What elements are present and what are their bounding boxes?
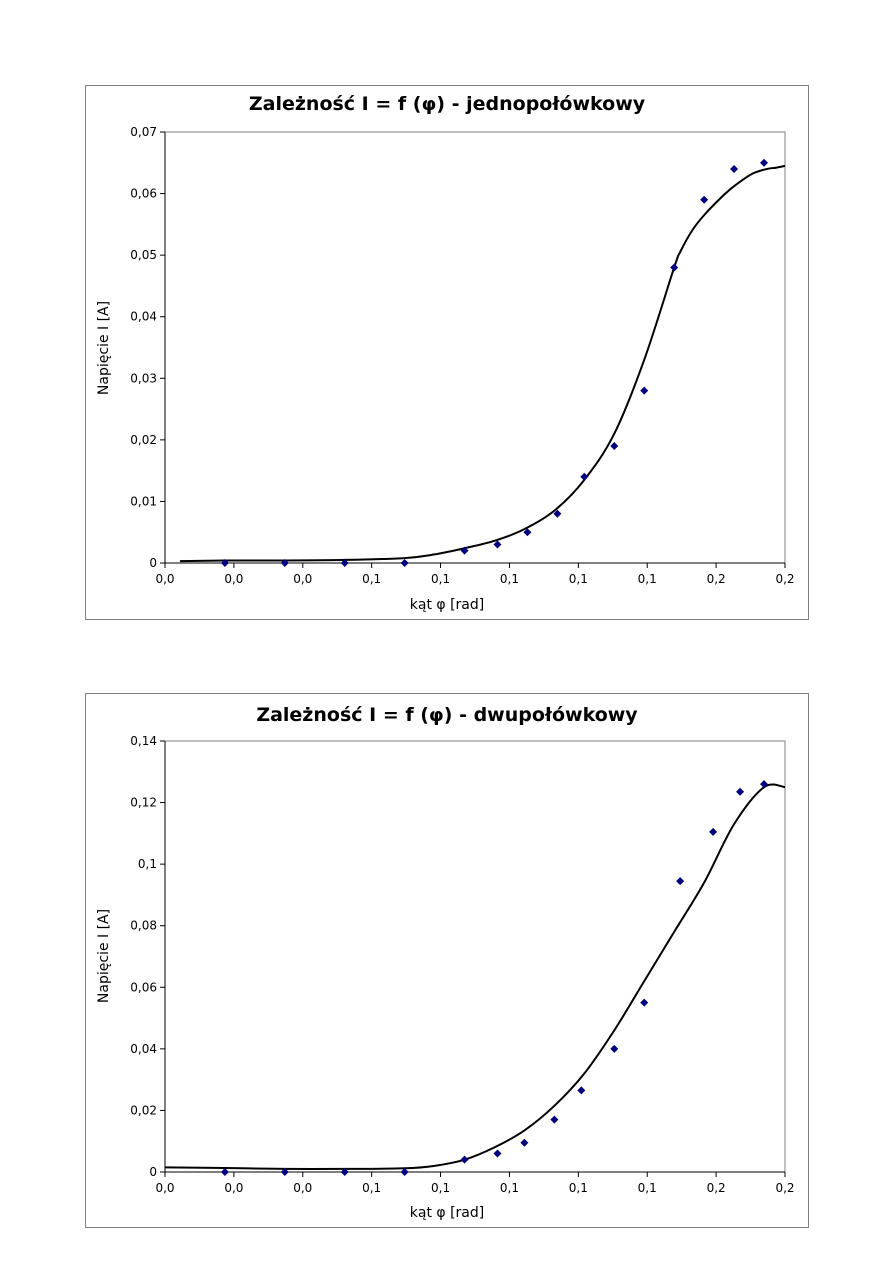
chart-dwupolowkowy: Zależność I = f (φ) - dwupołówkowy kąt φ… [85, 693, 809, 1228]
data-point-marker [493, 540, 502, 549]
data-point-marker [280, 1168, 289, 1176]
x-tick-label: 0,1 [500, 1181, 519, 1195]
y-tick-label: 0 [149, 1165, 157, 1179]
x-tick-label: 0,0 [293, 572, 312, 586]
y-tick-label: 0,07 [130, 125, 157, 139]
data-point-marker [400, 1168, 409, 1176]
x-tick-label: 0,1 [431, 1181, 450, 1195]
data-point-marker [640, 386, 649, 395]
data-point-marker [760, 780, 769, 789]
x-tick-label: 0,1 [500, 572, 519, 586]
chart-jednopolowkowy: Zależność I = f (φ) - jednopołówkowy kąt… [85, 85, 809, 620]
data-point-marker [520, 1138, 529, 1147]
x-tick-label: 0,1 [431, 572, 450, 586]
chart-jednopolowkowy-svg: Zależność I = f (φ) - jednopołówkowy kąt… [96, 93, 795, 613]
data-point-marker [523, 528, 532, 537]
x-tick-label: 0,1 [638, 572, 657, 586]
x-tick-label: 0,2 [775, 1181, 794, 1195]
data-point-marker [340, 1168, 349, 1176]
data-point-marker [730, 164, 739, 173]
chart-title: Zależność I = f (φ) - dwupołówkowy [256, 704, 638, 726]
data-point-marker [220, 1168, 229, 1176]
chart-dwupolowkowy-svg: Zależność I = f (φ) - dwupołówkowy kąt φ… [96, 704, 795, 1221]
x-tick-label: 0,2 [775, 572, 794, 586]
y-tick-label: 0 [149, 556, 157, 570]
x-tick-label: 0,1 [569, 572, 588, 586]
y-tick-label: 0,02 [130, 1103, 157, 1117]
data-point-marker [493, 1149, 502, 1158]
y-tick-label: 0,08 [130, 919, 157, 933]
y-tick-label: 0,04 [130, 1042, 157, 1056]
data-point-marker [700, 195, 709, 204]
y-tick-label: 0,04 [130, 310, 157, 324]
data-point-marker [400, 559, 409, 567]
data-point-marker [640, 998, 649, 1007]
data-point-marker [553, 509, 562, 518]
data-point-marker [610, 442, 619, 451]
data-point-marker [580, 472, 589, 481]
data-point-marker [550, 1115, 559, 1124]
y-tick-label: 0,12 [130, 796, 157, 810]
x-tick-label: 0,1 [362, 1181, 381, 1195]
y-tick-label: 0,06 [130, 187, 157, 201]
x-axis-label: kąt φ [rad] [410, 597, 484, 613]
x-tick-label: 0,1 [362, 572, 381, 586]
y-tick-label: 0,06 [130, 980, 157, 994]
data-point-marker [676, 877, 685, 886]
y-tick-label: 0,1 [138, 857, 157, 871]
data-point-marker [610, 1044, 619, 1053]
x-tick-label: 0,0 [155, 1181, 174, 1195]
y-tick-label: 0,05 [130, 248, 157, 262]
data-point-marker [577, 1086, 586, 1095]
data-point-marker [340, 559, 349, 567]
data-point-marker [670, 263, 679, 272]
x-tick-label: 0,0 [293, 1181, 312, 1195]
plot-area-frame [164, 740, 786, 1173]
y-tick-label: 0,14 [130, 734, 157, 748]
trend-line [164, 783, 786, 1171]
y-axis-label: Napięcie I [A] [96, 909, 112, 1003]
x-tick-label: 0,0 [224, 572, 243, 586]
data-point-marker [460, 1155, 469, 1164]
y-tick-label: 0,01 [130, 494, 157, 508]
x-axis-label: kąt φ [rad] [410, 1205, 484, 1221]
data-point-marker [760, 158, 769, 167]
plot-area-frame [164, 131, 786, 564]
data-point-marker [460, 546, 469, 555]
y-tick-label: 0,02 [130, 433, 157, 447]
data-point-marker [709, 827, 718, 836]
x-tick-label: 0,1 [569, 1181, 588, 1195]
chart-title: Zależność I = f (φ) - jednopołówkowy [249, 93, 646, 115]
x-tick-label: 0,2 [707, 1181, 726, 1195]
data-point-marker [220, 559, 229, 567]
data-point-marker [280, 559, 289, 567]
data-point-marker [736, 787, 745, 796]
x-tick-label: 0,0 [224, 1181, 243, 1195]
x-tick-label: 0,2 [707, 572, 726, 586]
x-tick-label: 0,0 [155, 572, 174, 586]
y-tick-label: 0,03 [130, 371, 157, 385]
y-axis-label: Napięcie I [A] [96, 301, 112, 395]
x-tick-label: 0,1 [638, 1181, 657, 1195]
trend-line [179, 164, 786, 563]
